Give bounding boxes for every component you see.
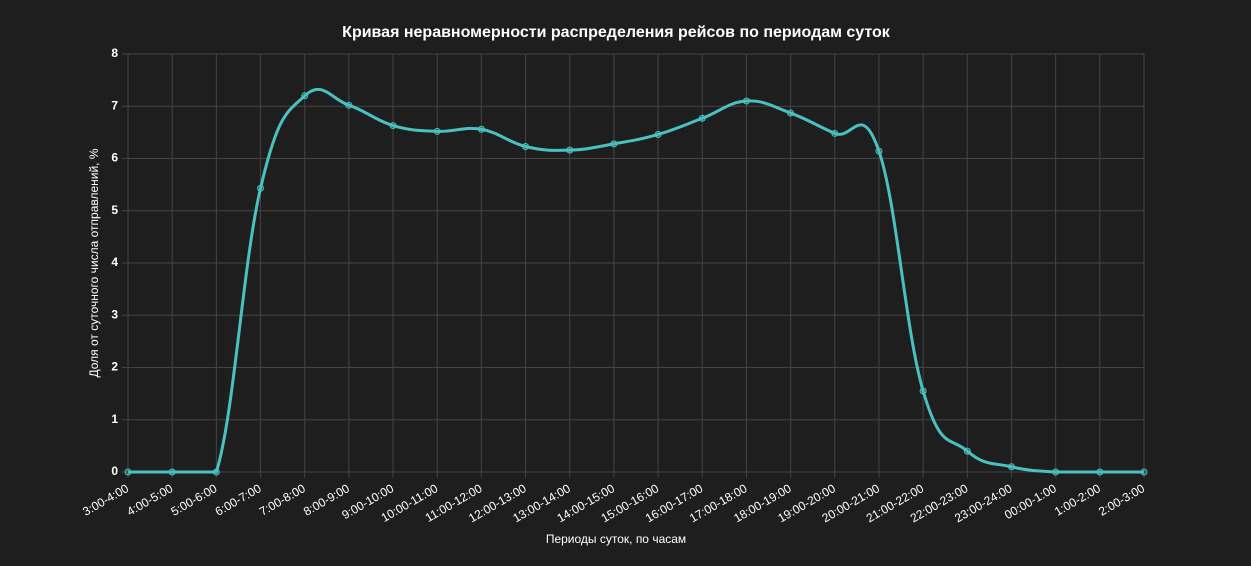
- y-tick-label: 2: [111, 360, 118, 374]
- data-point: [168, 468, 176, 476]
- data-point: [433, 127, 441, 135]
- y-tick-label: 3: [111, 307, 118, 321]
- data-point: [963, 447, 971, 455]
- data-point: [1052, 468, 1060, 476]
- data-point: [919, 387, 927, 395]
- data-point: [698, 114, 706, 122]
- data-point: [257, 184, 265, 192]
- data-point: [654, 130, 662, 138]
- chart-title: Кривая неравномерности распределения рей…: [342, 24, 891, 41]
- data-point: [1096, 468, 1104, 476]
- y-tick-label: 8: [111, 46, 118, 60]
- data-point: [787, 109, 795, 117]
- data-point: [831, 129, 839, 137]
- y-tick-label: 6: [111, 151, 118, 165]
- y-tick-label: 1: [111, 412, 118, 426]
- data-point: [610, 140, 618, 148]
- data-point: [566, 146, 574, 154]
- y-tick-label: 5: [111, 203, 118, 217]
- data-line: [128, 88, 1144, 474]
- data-point: [875, 147, 883, 155]
- data-point: [301, 92, 309, 100]
- data-point: [477, 125, 485, 133]
- y-tick-label: 4: [111, 255, 118, 269]
- data-point: [1140, 468, 1148, 476]
- y-tick-label: 0: [111, 464, 118, 478]
- x-axis-title: Периоды суток, по часам: [546, 532, 686, 546]
- y-tick-label: 7: [111, 98, 118, 112]
- data-point: [212, 468, 220, 476]
- data-point: [389, 122, 397, 130]
- y-axis-title: Доля от суточного числа отправлений, %: [87, 148, 101, 377]
- data-point: [1007, 463, 1015, 471]
- data-point: [124, 468, 132, 476]
- data-point: [522, 142, 530, 150]
- data-point: [345, 101, 353, 109]
- data-point: [742, 97, 750, 105]
